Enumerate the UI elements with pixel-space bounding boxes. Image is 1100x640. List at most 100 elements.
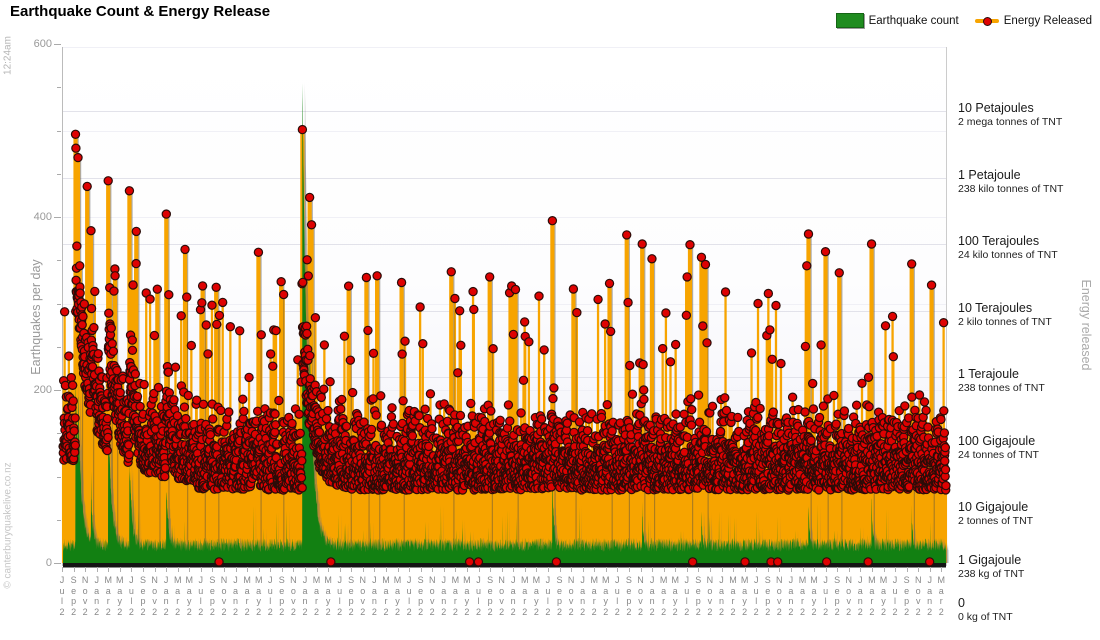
- x-axis-tick-label: J a n 2: [163, 575, 169, 617]
- earthquake-count-swatch-icon: [835, 13, 864, 28]
- energy-scale-value: 1 Terajoule: [958, 367, 1019, 381]
- y-axis-tick: [54, 563, 61, 564]
- watermark: © canterburyquakelive.co.nz: [2, 462, 14, 589]
- x-axis-tick: [166, 567, 168, 572]
- x-axis-tick: [883, 567, 885, 572]
- legend-item-energy-released[interactable]: Energy Released: [974, 15, 1092, 27]
- x-axis-tick-label: J u l 2: [545, 575, 551, 617]
- x-axis-tick: [420, 567, 422, 572]
- x-axis-tick: [559, 567, 561, 572]
- x-axis-tick-label: J u l 2: [337, 575, 343, 617]
- energy-gridline: [63, 111, 946, 112]
- x-axis-tick: [698, 567, 700, 572]
- x-axis-tick: [744, 567, 746, 572]
- energy-gridline: [63, 244, 946, 245]
- x-axis-tick-label: S e p 2: [278, 575, 285, 617]
- x-axis-tick: [258, 567, 260, 572]
- x-axis-tick: [941, 567, 943, 572]
- x-axis-tick: [119, 567, 121, 572]
- plot-area[interactable]: [58, 47, 951, 569]
- x-axis-tick-label: J a n 2: [788, 575, 794, 617]
- x-axis-tick: [293, 567, 295, 572]
- x-axis-tick: [582, 567, 584, 572]
- x-axis-tick: [547, 567, 549, 572]
- x-axis-tick: [895, 567, 896, 572]
- y-axis-tick-label: 600: [33, 38, 52, 50]
- x-axis-tick-label: M a r 2: [937, 575, 946, 617]
- x-axis-tick: [686, 567, 688, 572]
- x-axis-tick-label: M a y 2: [879, 575, 888, 617]
- x-axis-tick: [571, 567, 573, 572]
- x-axis-tick-label: M a y 2: [393, 575, 402, 617]
- x-axis-tick: [235, 567, 237, 572]
- x-axis-tick: [328, 567, 330, 572]
- x-axis-tick: [721, 567, 723, 572]
- x-axis-tick-label: M a y 2: [532, 575, 541, 617]
- x-axis-tick-label: S e p 2: [903, 575, 910, 617]
- x-axis-tick: [73, 567, 75, 572]
- y-axis-tick: [57, 433, 61, 435]
- x-axis-tick: [733, 567, 734, 572]
- energy-scale-value: 10 Gigajoule: [958, 500, 1029, 514]
- left-axis-title: Earthquakes per day: [29, 259, 43, 375]
- x-axis-tick: [594, 567, 596, 572]
- x-axis-tick: [386, 567, 387, 572]
- x-axis-tick: [443, 567, 445, 572]
- x-axis-tick-label: M a r 2: [798, 575, 807, 617]
- x-axis-tick: [247, 567, 249, 572]
- x-axis-tick-label: J u l 2: [614, 575, 620, 617]
- x-axis-tick-label: N o v 2: [220, 575, 228, 617]
- legend-item-earthquake-count[interactable]: Earthquake count: [835, 13, 959, 28]
- x-axis-tick-label: J u l 2: [892, 575, 898, 617]
- count-gridline: [63, 130, 946, 132]
- y-axis-tick: [54, 217, 61, 218]
- x-axis-tick-label: M a r 2: [382, 575, 390, 617]
- x-axis-tick-label: N o v 2: [290, 575, 297, 617]
- energy-scale-value: 10 Petajoules: [958, 101, 1034, 115]
- chart-canvas[interactable]: [58, 47, 951, 569]
- energy-gridline: [63, 177, 946, 179]
- x-axis-tick: [397, 567, 399, 572]
- x-axis-tick-label: J u l 2: [267, 575, 273, 617]
- energy-gridline: [63, 310, 946, 312]
- y-axis-tick: [54, 390, 61, 391]
- energy-released-swatch-icon: [974, 16, 999, 26]
- energy-scale-label: 10 Gigajoule 2 tonnes of TNT: [958, 500, 1098, 528]
- x-axis-tick: [918, 567, 920, 572]
- x-axis-tick-label: N o v 2: [498, 575, 505, 617]
- x-axis-tick: [85, 567, 87, 572]
- energy-scale-label: 100 Terajoules 24 kilo tonnes of TNT: [958, 234, 1098, 262]
- x-axis-tick-label: N o v 2: [359, 575, 367, 617]
- x-axis-tick-label: S e p 2: [556, 575, 563, 617]
- x-axis-tick: [709, 567, 711, 572]
- energy-scale-tnt-equivalent: 24 kilo tonnes of TNT: [958, 249, 1058, 261]
- x-axis-tick-label: N o v 2: [428, 575, 436, 617]
- x-axis-tick-label: J a n 2: [94, 575, 100, 617]
- x-axis-tick-label: M a r 2: [590, 575, 598, 617]
- energy-scale-value: 100 Terajoules: [958, 234, 1040, 248]
- x-axis-tick: [790, 567, 792, 572]
- x-axis-tick: [814, 567, 815, 572]
- x-axis-tick: [501, 567, 503, 572]
- x-axis-tick-label: J a n 2: [371, 575, 377, 617]
- x-axis-tick-label: J u l 2: [475, 575, 481, 617]
- x-axis-tick: [189, 567, 191, 572]
- x-axis-tick-label: N o v 2: [81, 575, 89, 617]
- x-axis-tick-label: S e p 2: [487, 575, 494, 617]
- y-axis-tick: [57, 130, 61, 132]
- x-axis-tick: [281, 567, 283, 572]
- x-axis-tick: [663, 567, 665, 572]
- y-axis-tick: [54, 44, 61, 45]
- timestamp-label: 12:24am: [2, 36, 14, 75]
- x-axis-tick: [154, 567, 156, 572]
- x-axis-tick-label: J a n 2: [927, 575, 933, 617]
- x-axis-tick-label: J a n 2: [510, 575, 516, 617]
- x-axis-tick-label: S e p 2: [695, 575, 702, 617]
- x-axis-tick: [143, 567, 144, 572]
- x-axis-tick: [929, 567, 931, 572]
- x-axis-tick: [305, 567, 306, 572]
- legend-earthquake-count-label: Earthquake count: [868, 14, 959, 27]
- x-axis-tick-label: J u l 2: [823, 575, 829, 617]
- energy-scale-tnt-equivalent: 238 kg of TNT: [958, 568, 1025, 580]
- x-axis-tick-label: S e p 2: [139, 575, 146, 617]
